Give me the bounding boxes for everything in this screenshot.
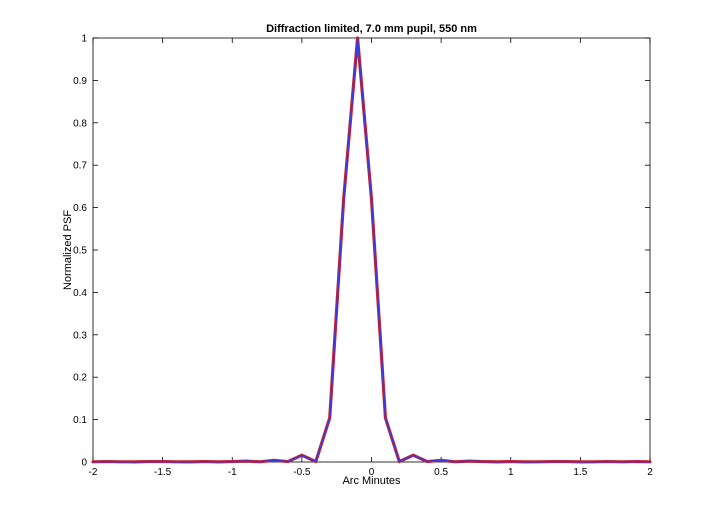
x-tick-label: 0 (369, 467, 375, 478)
x-tick-label: 0.5 (434, 467, 448, 478)
y-tick-label: 0.9 (73, 76, 87, 87)
y-axis-title: Normalized PSF (62, 210, 74, 290)
y-tick-label: 0.7 (73, 161, 87, 172)
series-line-2 (92, 37, 651, 463)
x-tick-label: 1.5 (573, 467, 587, 478)
y-tick-label: 0.5 (73, 246, 87, 257)
x-tick-label: 1 (508, 467, 514, 478)
y-tick-label: 0.1 (73, 415, 87, 426)
x-tick-label: -1.5 (154, 467, 172, 478)
x-tick-label: -0.5 (293, 467, 311, 478)
x-tick-label: -1 (228, 467, 237, 478)
y-tick-label: 0.2 (73, 373, 87, 384)
x-tick-label: 2 (647, 467, 653, 478)
y-tick-label: 0.6 (73, 203, 87, 214)
chart-title: Diffraction limited, 7.0 mm pupil, 550 n… (266, 23, 477, 35)
y-tick-label: 1 (81, 34, 87, 45)
x-tick-label: -2 (89, 467, 98, 478)
y-tick-label: 0.4 (73, 288, 87, 299)
y-tick-label: 0.8 (73, 118, 87, 129)
series-layer (91, 36, 652, 464)
y-tick-label: 0 (81, 458, 87, 469)
tick-labels: -2 -1.5 -1 -0.5 0 0.5 1 1.5 2 0 0.1 0.2 0.3 0.4 0.5 0.6… (73, 34, 653, 479)
x-axis-title: Arc Minutes (342, 475, 401, 487)
axes-box (92, 37, 651, 463)
y-tick-label: 0.3 (73, 330, 87, 341)
